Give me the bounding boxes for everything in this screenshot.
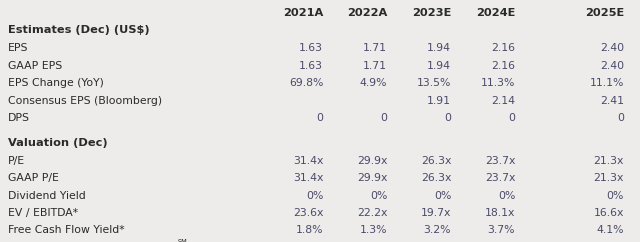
Text: 26.3x: 26.3x <box>421 156 451 166</box>
Text: Dividend Yield: Dividend Yield <box>8 190 85 201</box>
Text: 2.16: 2.16 <box>492 43 515 53</box>
Text: 16.6x: 16.6x <box>594 208 624 218</box>
Text: 1.71: 1.71 <box>364 43 387 53</box>
Text: 2.40: 2.40 <box>600 43 624 53</box>
Text: 0: 0 <box>316 113 323 123</box>
Text: 0%: 0% <box>434 190 451 201</box>
Text: 69.8%: 69.8% <box>289 78 323 88</box>
Text: 1.94: 1.94 <box>428 43 451 53</box>
Text: 23.7x: 23.7x <box>485 156 515 166</box>
Text: Valuation (Dec): Valuation (Dec) <box>8 138 108 148</box>
Text: Consensus EPS (Bloomberg): Consensus EPS (Bloomberg) <box>8 96 162 106</box>
Text: SM: SM <box>177 239 187 242</box>
Text: 2025E: 2025E <box>585 8 624 18</box>
Text: Free Cash Flow Yield*: Free Cash Flow Yield* <box>8 226 124 235</box>
Text: 1.94: 1.94 <box>428 61 451 71</box>
Text: 0%: 0% <box>607 190 624 201</box>
Text: 29.9x: 29.9x <box>357 156 387 166</box>
Text: EPS: EPS <box>8 43 28 53</box>
Text: 21.3x: 21.3x <box>594 173 624 183</box>
Text: 23.6x: 23.6x <box>293 208 323 218</box>
Text: 0: 0 <box>380 113 387 123</box>
Text: Estimates (Dec) (US$): Estimates (Dec) (US$) <box>8 25 149 35</box>
Text: EV / EBITDA*: EV / EBITDA* <box>8 208 78 218</box>
Text: 3.2%: 3.2% <box>424 226 451 235</box>
Text: 0%: 0% <box>498 190 515 201</box>
Text: 2.14: 2.14 <box>492 96 515 106</box>
Text: 21.3x: 21.3x <box>594 156 624 166</box>
Text: 2.40: 2.40 <box>600 61 624 71</box>
Text: 31.4x: 31.4x <box>293 173 323 183</box>
Text: 1.91: 1.91 <box>428 96 451 106</box>
Text: P/E: P/E <box>8 156 25 166</box>
Text: 31.4x: 31.4x <box>293 156 323 166</box>
Text: 13.5%: 13.5% <box>417 78 451 88</box>
Text: 11.1%: 11.1% <box>589 78 624 88</box>
Text: 1.63: 1.63 <box>300 43 323 53</box>
Text: 2.16: 2.16 <box>492 61 515 71</box>
Text: GAAP P/E: GAAP P/E <box>8 173 58 183</box>
Text: 23.7x: 23.7x <box>485 173 515 183</box>
Text: 1.71: 1.71 <box>364 61 387 71</box>
Text: 3.7%: 3.7% <box>488 226 515 235</box>
Text: 29.9x: 29.9x <box>357 173 387 183</box>
Text: GAAP EPS: GAAP EPS <box>8 61 62 71</box>
Text: 0%: 0% <box>306 190 323 201</box>
Text: 18.1x: 18.1x <box>485 208 515 218</box>
Text: 2023E: 2023E <box>412 8 451 18</box>
Text: 1.63: 1.63 <box>300 61 323 71</box>
Text: 0: 0 <box>508 113 515 123</box>
Text: 26.3x: 26.3x <box>421 173 451 183</box>
Text: DPS: DPS <box>8 113 29 123</box>
Text: EPS Change (YoY): EPS Change (YoY) <box>8 78 104 88</box>
Text: 0%: 0% <box>370 190 387 201</box>
Text: 0: 0 <box>617 113 624 123</box>
Text: 1.8%: 1.8% <box>296 226 323 235</box>
Text: 19.7x: 19.7x <box>421 208 451 218</box>
Text: 2024E: 2024E <box>476 8 515 18</box>
Text: 22.2x: 22.2x <box>357 208 387 218</box>
Text: 2.41: 2.41 <box>600 96 624 106</box>
Text: 1.3%: 1.3% <box>360 226 387 235</box>
Text: 11.3%: 11.3% <box>481 78 515 88</box>
Text: 4.1%: 4.1% <box>596 226 624 235</box>
Text: 2021A: 2021A <box>283 8 323 18</box>
Text: 4.9%: 4.9% <box>360 78 387 88</box>
Text: 2022A: 2022A <box>347 8 387 18</box>
Text: 0: 0 <box>444 113 451 123</box>
